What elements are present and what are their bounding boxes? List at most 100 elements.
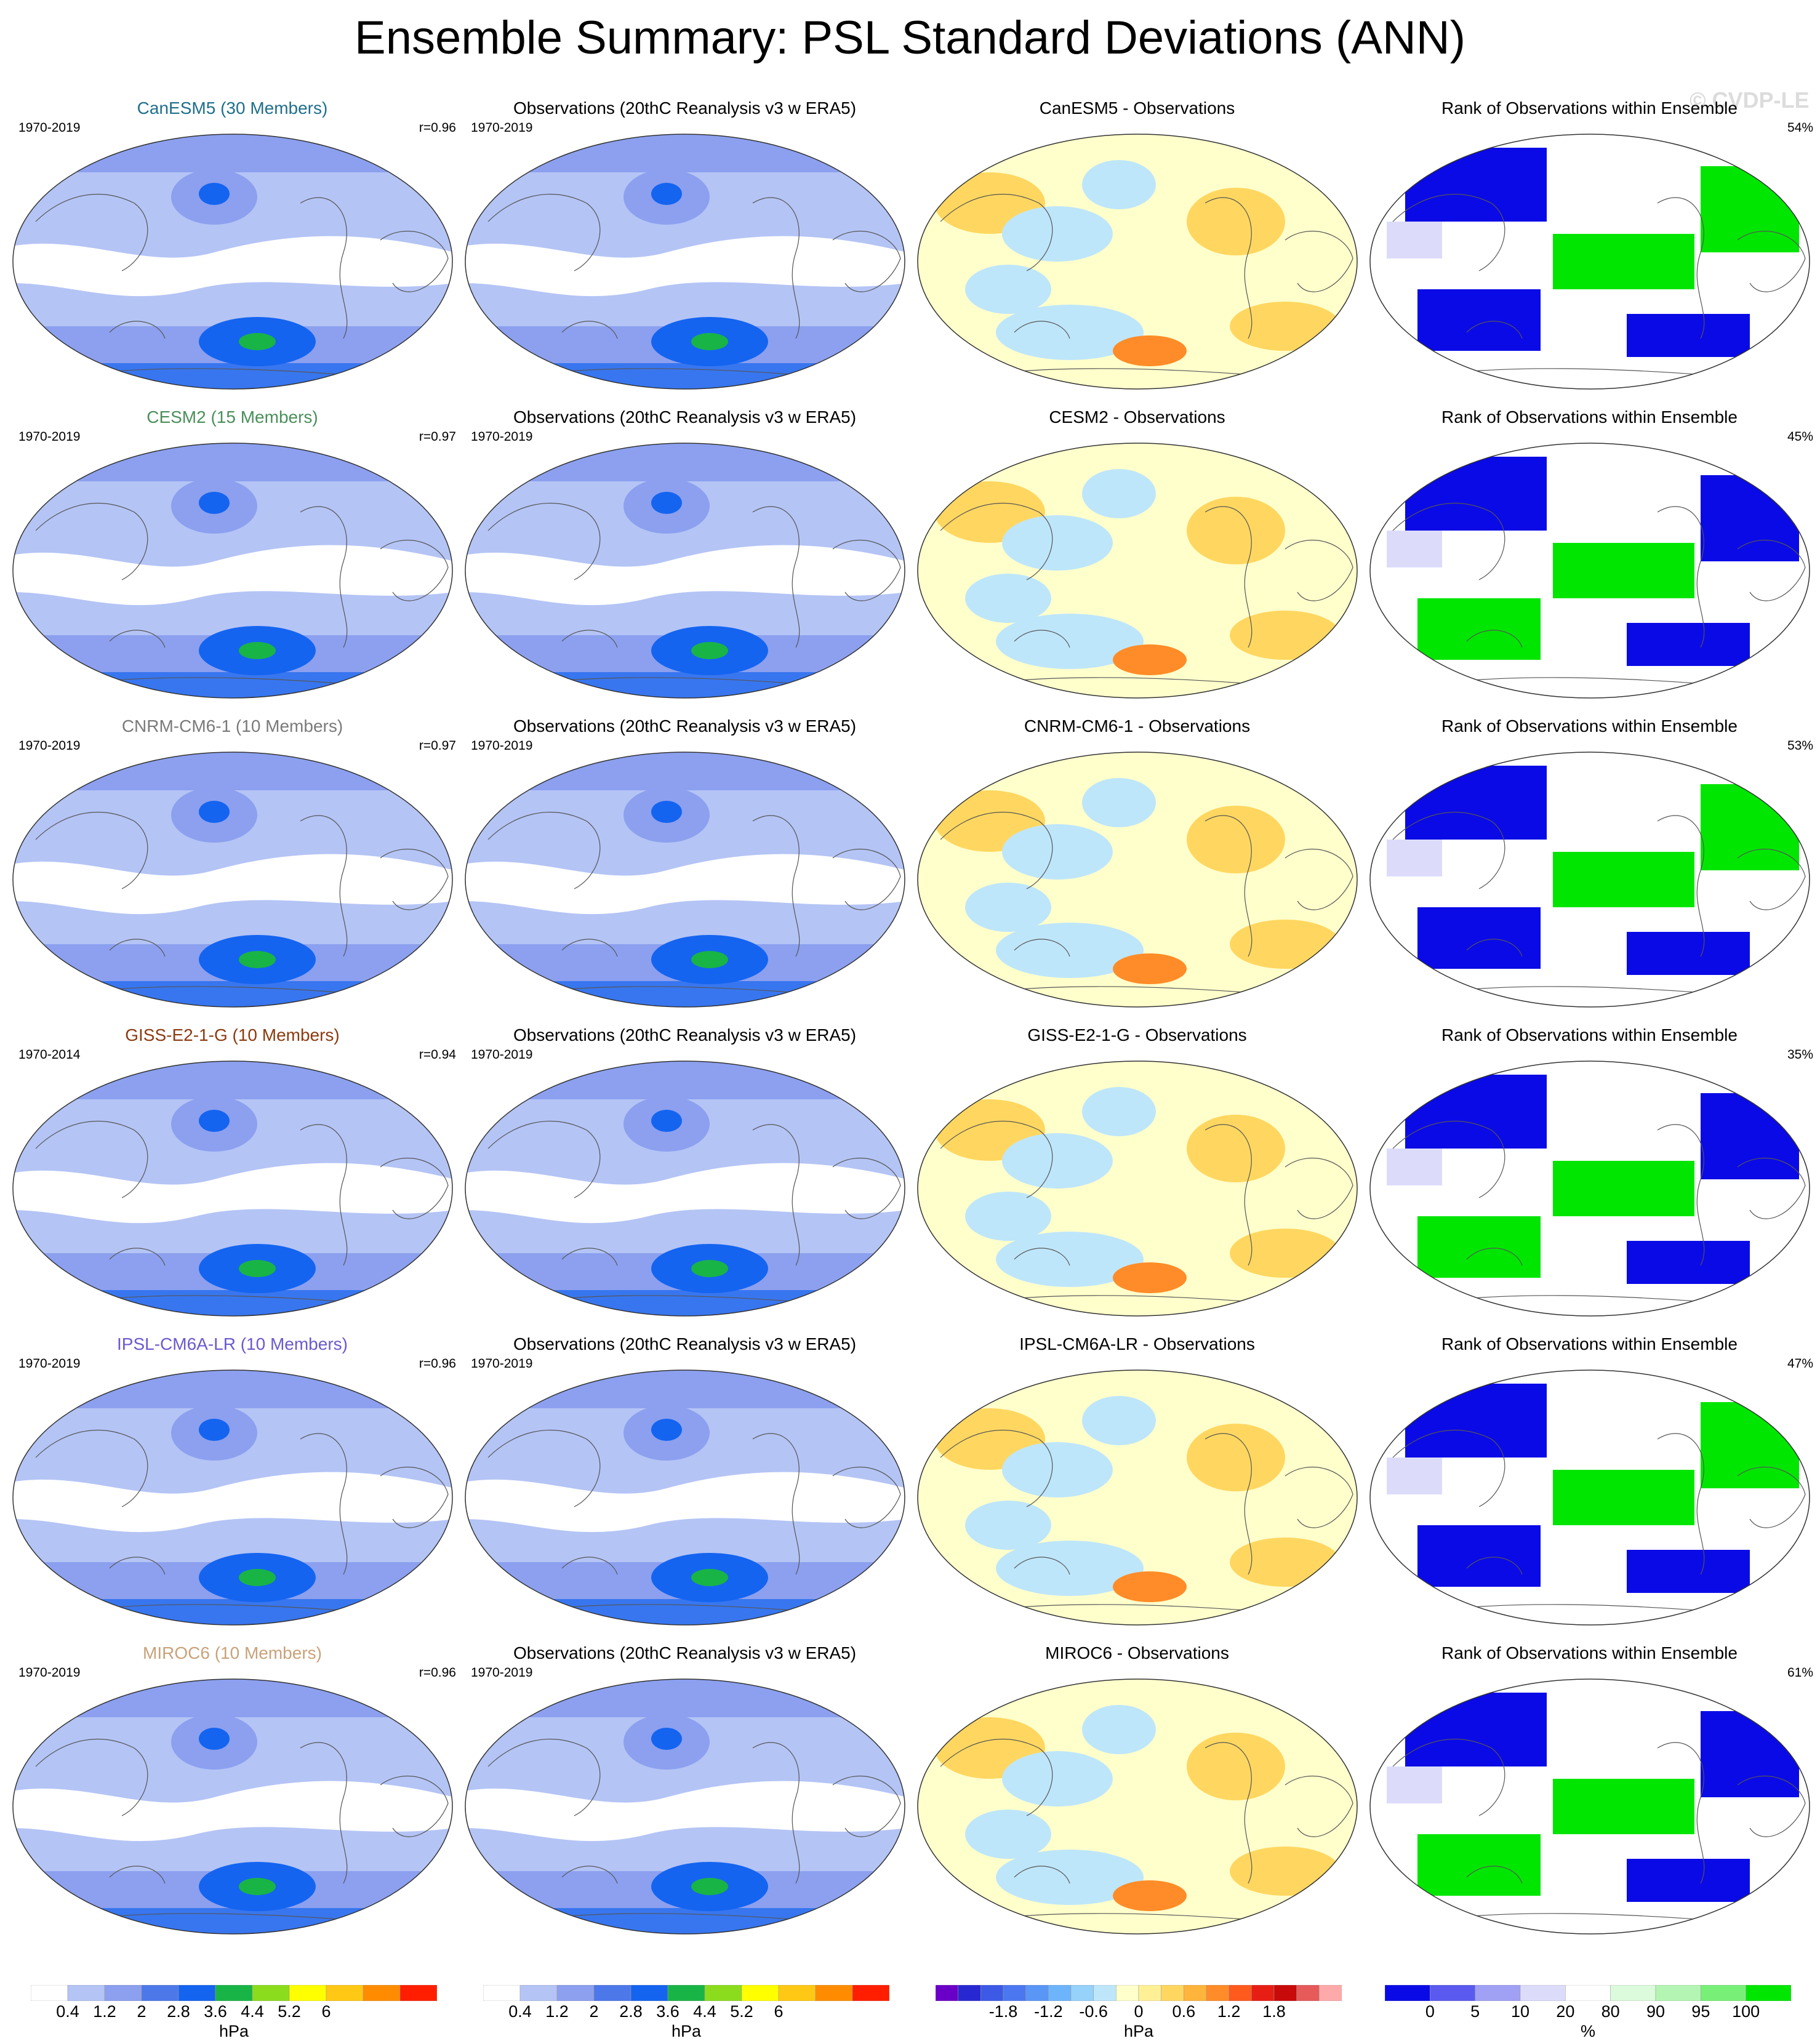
colorbar-swatch — [1319, 1985, 1342, 2001]
globe-map — [1369, 1678, 1810, 1935]
colorbar-swatch — [1003, 1985, 1026, 2001]
panel-title: Observations (20thC Reanalysis v3 w ERA5… — [513, 407, 857, 427]
map-panel-diff: CNRM-CM6-1 - Observations — [911, 716, 1363, 1008]
pattern-correlation: r=0.97 — [419, 430, 456, 444]
map-panel-obs: Observations (20thC Reanalysis v3 w ERA5… — [459, 407, 911, 699]
colorbar-tick-label: 2 — [137, 2002, 146, 2021]
globe-map — [465, 752, 905, 1008]
map-panel-model: MIROC6 (10 Members) 1970-2019 r=0.96 — [6, 1643, 459, 1935]
rank-percent: 54% — [1787, 121, 1813, 135]
colorbar-swatch — [556, 1985, 595, 2001]
pattern-correlation: r=0.96 — [419, 1666, 456, 1680]
colorbar-tick-label: -1.2 — [1034, 2002, 1063, 2021]
globe-map — [465, 1369, 905, 1626]
period-label: 1970-2019 — [471, 121, 533, 135]
colorbar-swatch — [1701, 1985, 1746, 2001]
globe-map — [1369, 1061, 1810, 1317]
colorbar-swatch — [1520, 1985, 1566, 2001]
panel-title: CESM2 - Observations — [1049, 407, 1225, 427]
colorbar-tick-label: 5 — [1470, 2002, 1480, 2021]
main-title: Ensemble Summary: PSL Standard Deviation… — [355, 12, 1465, 64]
panel-title: GISS-E2-1-G - Observations — [1027, 1025, 1247, 1045]
colorbar-tick-label: 0.4 — [56, 2002, 79, 2021]
globe-map — [12, 752, 453, 1008]
colorbar-unit: hPa — [671, 2022, 702, 2040]
panel-title: CNRM-CM6-1 (10 Members) — [121, 716, 343, 736]
panel-title: IPSL-CM6A-LR (10 Members) — [117, 1334, 348, 1353]
colorbar-rank: 0 5 10 20 80 90 95 100 % — [1385, 1985, 1791, 2041]
colorbar-tick-label: 0.4 — [508, 2002, 532, 2021]
colorbar-swatch — [1385, 1985, 1430, 2001]
globe-map — [1369, 1369, 1810, 1626]
colorbar-swatch — [1184, 1985, 1207, 2001]
colorbar-swatch — [667, 1985, 705, 2001]
colorbar-tick-label: 5.2 — [730, 2002, 753, 2021]
pattern-correlation: r=0.97 — [419, 739, 456, 753]
panel-title: GISS-E2-1-G (10 Members) — [125, 1025, 340, 1045]
panel-title: Observations (20thC Reanalysis v3 w ERA5… — [513, 716, 857, 736]
colorbar-tick-label: 5.2 — [278, 2002, 301, 2021]
map-panel-diff: MIROC6 - Observations — [911, 1643, 1363, 1935]
colorbar-tick-label: 1.2 — [1217, 2002, 1241, 2021]
colorbar-unit: hPa — [1123, 2022, 1154, 2040]
pattern-correlation: r=0.96 — [419, 1357, 456, 1371]
globe-map — [917, 1061, 1358, 1317]
colorbar-swatch — [778, 1985, 816, 2001]
colorbar-swatch — [326, 1985, 364, 2001]
colorbar-swatch — [289, 1985, 327, 2001]
colorbar-swatch — [741, 1985, 779, 2001]
colorbar-swatch — [1229, 1985, 1252, 2001]
panel-title: Rank of Observations within Ensemble — [1441, 1643, 1738, 1662]
globe-map — [917, 134, 1358, 390]
rank-percent: 35% — [1787, 1048, 1813, 1062]
map-panel-rank: Rank of Observations within Ensemble 54% — [1363, 98, 1816, 390]
colorbar-tick-label: 4.4 — [693, 2002, 716, 2021]
period-label: 1970-2019 — [18, 121, 81, 135]
colorbar-swatch — [1273, 1985, 1297, 2001]
period-label: 1970-2019 — [18, 1357, 81, 1371]
colorbar-swatch — [1475, 1985, 1521, 2001]
panel-title: Rank of Observations within Ensemble — [1441, 1025, 1738, 1045]
colorbar-tick-label: -0.6 — [1079, 2002, 1108, 2021]
colorbar-swatch — [104, 1985, 142, 2001]
colorbar-swatch — [1655, 1985, 1701, 2001]
panel-title: Observations (20thC Reanalysis v3 w ERA5… — [513, 98, 857, 118]
globe-map — [1369, 134, 1810, 390]
globe-map — [1369, 443, 1810, 699]
colorbar-tick-label: 2 — [589, 2002, 599, 2021]
colorbar-swatch — [1610, 1985, 1656, 2001]
colorbar-tick-label: 0.6 — [1172, 2002, 1196, 2021]
period-label: 1970-2019 — [471, 1357, 533, 1371]
colorbar-swatch — [593, 1985, 631, 2001]
colorbar-swatch — [1025, 1985, 1049, 2001]
colorbar-tick-label: -1.8 — [988, 2002, 1018, 2021]
period-label: 1970-2014 — [18, 1048, 81, 1062]
colorbar-swatch — [141, 1985, 179, 2001]
panel-title: Observations (20thC Reanalysis v3 w ERA5… — [513, 1643, 857, 1662]
colorbar-tick-label: 2.8 — [167, 2002, 190, 2021]
colorbar-swatch — [215, 1985, 253, 2001]
colorbar-tick-label: 1.8 — [1262, 2002, 1286, 2021]
colorbar-swatch — [399, 1985, 437, 2001]
colorbar-tick-label: 0 — [1425, 2002, 1435, 2021]
rank-percent: 45% — [1787, 430, 1813, 444]
panel-title: CanESM5 (30 Members) — [137, 98, 328, 118]
globe-map — [12, 1061, 453, 1317]
globe-map — [465, 134, 905, 390]
colorbar-swatch — [1746, 1985, 1791, 2001]
colorbar-tick-label: 3.6 — [204, 2002, 227, 2021]
map-panel-diff: CESM2 - Observations — [911, 407, 1363, 699]
panel-title: Rank of Observations within Ensemble — [1441, 1334, 1738, 1353]
map-panel-rank: Rank of Observations within Ensemble 45% — [1363, 407, 1816, 699]
colorbar-swatch — [483, 1985, 521, 2001]
colorbar-tick-label: 6 — [774, 2002, 784, 2021]
panel-title: CNRM-CM6-1 - Observations — [1024, 716, 1251, 736]
colorbar-swatch — [852, 1985, 889, 2001]
globe-map — [917, 752, 1358, 1008]
colorbar-std-model: 0.4 1.2 2 2.8 3.6 4.4 5.2 6 hPa — [31, 1985, 437, 2041]
globe-map — [465, 443, 905, 699]
colorbar-swatch — [252, 1985, 290, 2001]
period-label: 1970-2019 — [471, 430, 533, 444]
period-label: 1970-2019 — [18, 739, 81, 753]
colorbar-swatch — [980, 1985, 1004, 2001]
